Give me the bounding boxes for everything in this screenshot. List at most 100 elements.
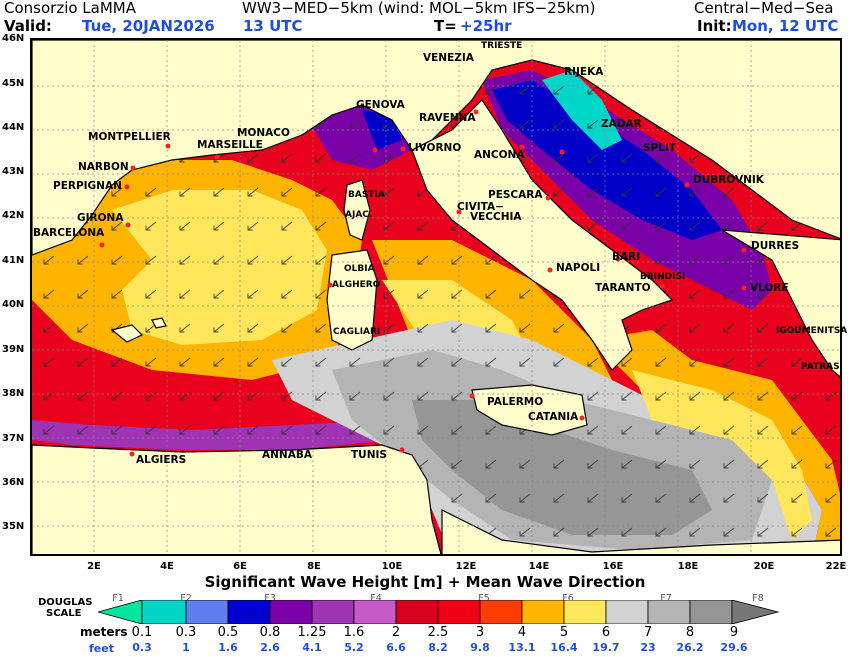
meters-value: 0.8 — [259, 625, 281, 640]
douglas-number: F8 — [752, 593, 764, 604]
feet-value: 26.2 — [676, 641, 704, 654]
city-label: CIVITA− — [457, 201, 504, 213]
city-label: TRIESTE — [481, 41, 523, 51]
feet-value: 2.6 — [260, 641, 280, 654]
city-label: ALGIERS — [136, 454, 187, 466]
wave-height-colorbar — [98, 600, 780, 624]
lat-tick: 38N — [2, 388, 25, 399]
meters-value: 2 — [391, 625, 401, 640]
city-label: PALERMO — [487, 396, 544, 408]
colorbar-segment — [311, 600, 355, 624]
lat-tick: 41N — [2, 255, 25, 266]
douglas-number: F3 — [264, 593, 276, 604]
region-name: Central−Med−Sea — [694, 0, 834, 17]
city-label: ANCONA — [474, 149, 525, 161]
feet-value: 29.6 — [720, 641, 748, 654]
lon-tick: 8E — [307, 561, 321, 572]
feet-value: 8.2 — [428, 641, 448, 654]
city-label: BASTIA — [348, 190, 385, 200]
lat-tick: 45N — [2, 78, 25, 89]
meters-value: 0.1 — [131, 625, 153, 640]
city-label: NAPOLI — [556, 262, 601, 274]
lat-tick: 43N — [2, 166, 25, 177]
colorbar-segment — [647, 600, 691, 624]
lon-tick: 4E — [160, 561, 174, 572]
city-label: MONTPELLIER — [88, 131, 171, 143]
lat-tick: 40N — [2, 299, 25, 310]
douglas-number: F1 — [112, 593, 124, 604]
city-label: CAGLIARI — [333, 327, 381, 337]
city-label: DUBROVNIK — [693, 174, 764, 186]
org-name: Consorzio LaMMA — [4, 0, 136, 17]
legend-title: Significant Wave Height [m] + Mean Wave … — [204, 573, 646, 591]
colorbar-segment — [353, 600, 397, 624]
douglas-label: DOUGLAS — [38, 597, 93, 608]
forecast-step-value: +25hr — [460, 17, 512, 35]
lon-tick: 2E — [87, 561, 101, 572]
city-label: AJAC. — [345, 210, 373, 220]
city-label: GENOVA — [356, 99, 405, 111]
land-masses — [32, 40, 840, 554]
feet-value: 1 — [182, 641, 190, 654]
lon-tick: 12E — [455, 561, 477, 572]
city-label: PESCARA — [488, 189, 543, 201]
colorbar-segment — [269, 600, 313, 624]
wave-map — [30, 38, 842, 556]
feet-value: 16.4 — [550, 641, 578, 654]
meters-value: 0.5 — [217, 625, 239, 640]
douglas-number: F7 — [660, 593, 672, 604]
city-label: MONACO — [237, 127, 290, 139]
city-label: PATRAS — [801, 362, 840, 372]
lon-tick: 10E — [381, 561, 403, 572]
city-label: ALGHERO — [332, 280, 381, 290]
colorbar-segment — [437, 600, 481, 624]
feet-value: 19.7 — [592, 641, 620, 654]
feet-value: 0.3 — [132, 641, 152, 654]
feet-value: 1.6 — [218, 641, 238, 654]
wave-map-canvas — [32, 40, 840, 554]
valid-date: Tue, 20JAN2026 — [82, 17, 215, 35]
lon-tick: 22E — [825, 561, 847, 572]
lat-tick: 42N — [2, 210, 25, 221]
meters-value: 5 — [559, 625, 569, 640]
lat-tick: 39N — [2, 344, 25, 355]
city-label: DURRES — [751, 240, 800, 252]
city-label: NARBON — [78, 161, 129, 173]
city-label: ZADAR — [601, 118, 642, 130]
lon-tick: 6E — [233, 561, 247, 572]
city-label: VECCHIA — [470, 211, 522, 223]
feet-value: 6.6 — [386, 641, 406, 654]
colorbar-segment — [563, 600, 607, 624]
meters-value: 4 — [517, 625, 527, 640]
city-label: VENEZIA — [423, 52, 474, 64]
lat-tick: 35N — [2, 521, 25, 532]
lon-tick: 20E — [753, 561, 775, 572]
city-label: LIVORNO — [408, 142, 462, 154]
douglas-number: F5 — [478, 593, 490, 604]
init-value: Mon, 12 UTC — [732, 17, 839, 35]
feet-value: 23 — [640, 641, 656, 654]
colorbar-segment — [98, 600, 143, 624]
douglas-number: F4 — [370, 593, 382, 604]
colorbar-segment — [689, 600, 733, 624]
colorbar-segment — [605, 600, 649, 624]
lat-tick: 36N — [2, 477, 25, 488]
meters-value: 7 — [643, 625, 653, 640]
valid-label: Valid: — [4, 17, 52, 35]
forecast-step-label: T= — [434, 17, 457, 35]
lon-tick: 14E — [528, 561, 550, 572]
city-label: IGOUMENITSA — [776, 326, 848, 336]
meters-value: 9 — [729, 625, 739, 640]
city-label: CATANIA — [528, 411, 579, 423]
meters-value: 0.3 — [175, 625, 197, 640]
city-label: BARCELONA — [33, 227, 105, 239]
feet-value: 13.1 — [508, 641, 536, 654]
feet-value: 5.2 — [344, 641, 364, 654]
meters-value: 1.25 — [297, 625, 327, 640]
city-label: BRINDISI — [640, 272, 686, 282]
city-label: ANNABA — [262, 449, 312, 461]
lat-tick: 44N — [2, 122, 25, 133]
city-label: PERPIGNAN — [53, 180, 122, 192]
colorbar-segment — [395, 600, 439, 624]
city-label: SPLIT — [643, 142, 677, 154]
